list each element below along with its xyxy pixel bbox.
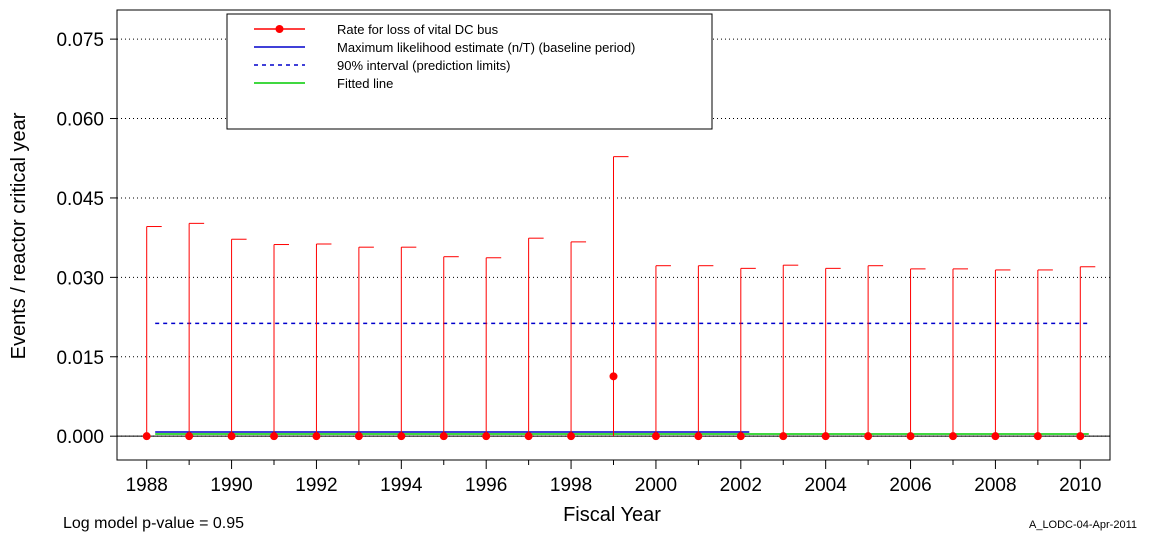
y-tick-label: 0.000 (56, 427, 104, 448)
x-tick-label: 2006 (889, 475, 931, 496)
plot-frame (116, 9, 1111, 461)
legend-label: 90% interval (prediction limits) (337, 58, 510, 73)
x-tick-label: 1992 (295, 475, 337, 496)
data-point (439, 432, 448, 441)
legend-box (226, 13, 713, 130)
x-tick-label: 2002 (720, 475, 762, 496)
x-tick-label: 2000 (635, 475, 677, 496)
x-tick-label: 1990 (210, 475, 252, 496)
data-point (354, 432, 363, 441)
data-point (312, 432, 321, 441)
x-tick-label: 1988 (126, 475, 168, 496)
x-tick-label: 1994 (380, 475, 423, 496)
y-tick-label: 0.030 (56, 268, 104, 289)
data-point (821, 432, 830, 441)
data-point (948, 432, 957, 441)
data-point (694, 432, 703, 441)
legend-label: Rate for loss of vital DC bus (337, 22, 499, 37)
data-point (991, 432, 1000, 441)
x-tick-label: 2004 (805, 475, 848, 496)
data-point (1033, 432, 1042, 441)
legend: Rate for loss of vital DC bus Maximum lik… (226, 13, 713, 130)
data-point (864, 432, 873, 441)
data-point (482, 432, 491, 441)
x-axis-title: Fiscal Year (563, 504, 661, 526)
legend-label: Maximum likelihood estimate (n/T) (basel… (337, 40, 635, 55)
data-point (567, 432, 576, 441)
pvalue-annotation: Log model p-value = 0.95 (63, 515, 244, 532)
data-point (227, 432, 236, 441)
legend-label: Fitted line (337, 76, 393, 91)
data-point (524, 432, 533, 441)
data-point (906, 432, 915, 441)
x-tick-label: 1998 (550, 475, 592, 496)
x-tick-label: 2008 (974, 475, 1016, 496)
legend-marker (275, 25, 284, 33)
y-axis-title: Events / reactor critical year (8, 112, 30, 359)
y-tick-label: 0.015 (56, 348, 104, 369)
y-tick-label: 0.060 (56, 110, 104, 131)
data-point (779, 432, 788, 441)
y-tick-label: 0.045 (56, 189, 104, 210)
source-id: A_LODC-04-Apr-2011 (1029, 519, 1137, 531)
y-tick-label: 0.075 (56, 30, 104, 51)
x-tick-label: 1996 (465, 475, 507, 496)
data-point (185, 432, 194, 441)
data-point (142, 432, 151, 441)
x-tick-label: 2010 (1059, 475, 1101, 496)
series-layer (142, 156, 1096, 441)
data-point (1076, 432, 1085, 441)
data-point (270, 432, 279, 441)
ticks-layer: 0.000 0.015 0.030 0.045 0.060 0.075 1988 1990 19… (56, 30, 1101, 496)
data-point (651, 432, 660, 441)
data-point (609, 372, 618, 381)
data-point (736, 432, 745, 441)
data-point (397, 432, 406, 441)
